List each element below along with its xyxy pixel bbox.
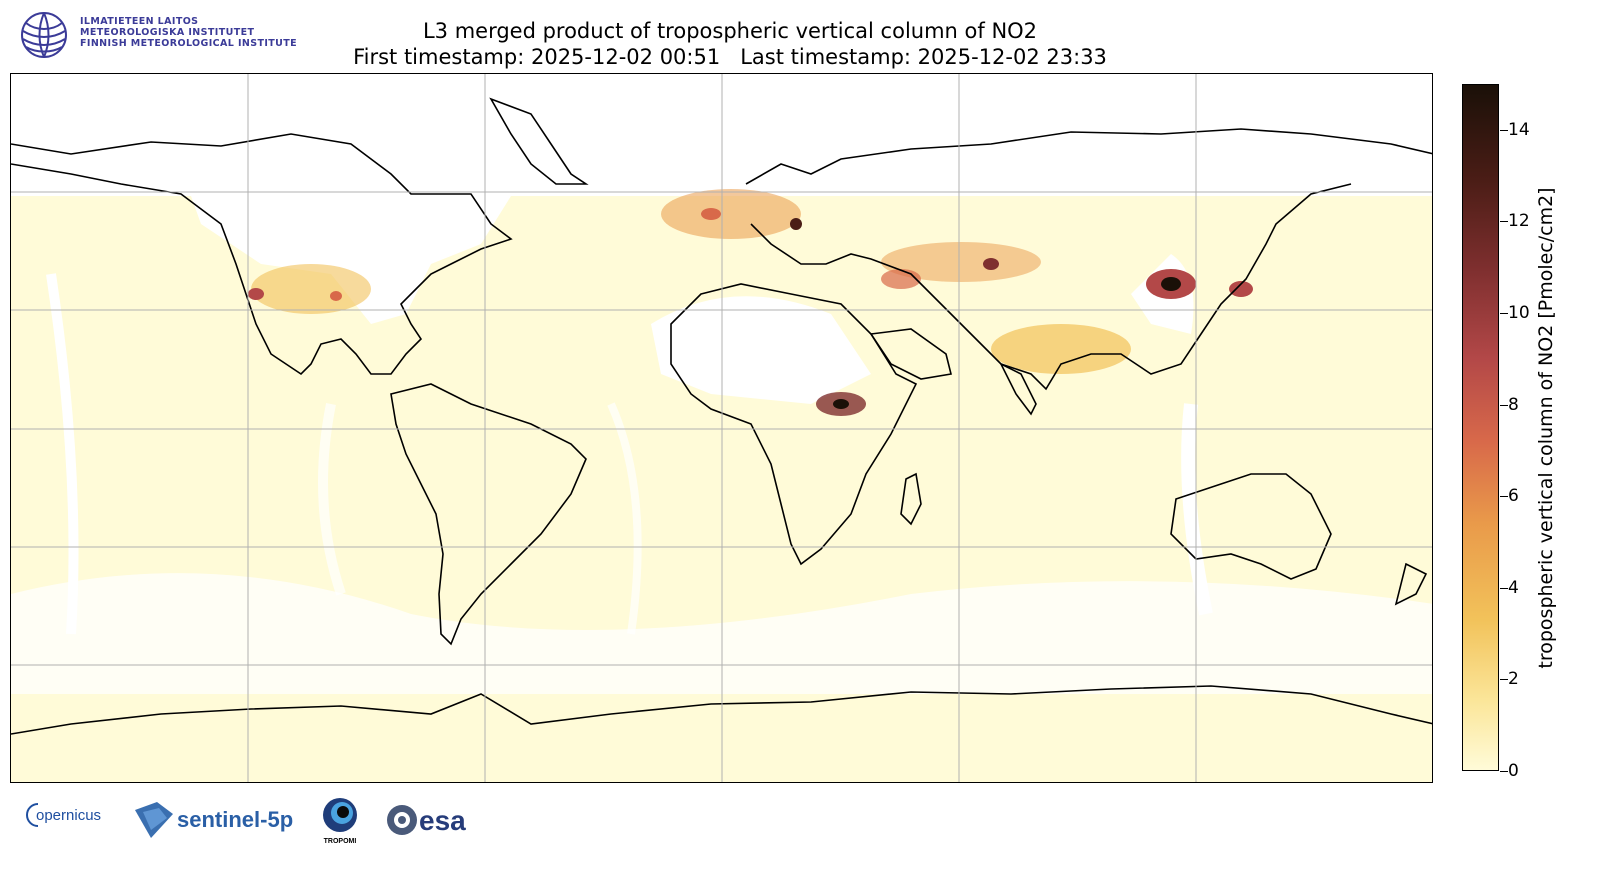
coastlines <box>11 97 1432 735</box>
colorbar-tick-label: 2 <box>1508 669 1519 690</box>
fmi-institute-name: ILMATIETEEN LAITOS METEOROLOGISKA INSTIT… <box>80 16 297 49</box>
colorbar-tick-label: 12 <box>1508 211 1530 232</box>
map-canvas <box>11 74 1432 782</box>
esa-logo: esa <box>386 800 481 852</box>
graticule <box>11 74 1432 782</box>
no2-hotspots <box>248 189 1253 416</box>
copernicus-text: opernicus <box>36 807 101 824</box>
fmi-globe-logo <box>21 12 67 58</box>
sentinel-5p-text: sentinel-5p <box>177 807 293 832</box>
colorbar-tick <box>1500 129 1508 131</box>
sentinel-5p-logo: sentinel-5p <box>133 800 303 852</box>
colorbar-tick <box>1500 679 1508 681</box>
satellite-icon <box>135 802 173 838</box>
colorbar-tick-label: 0 <box>1508 761 1519 781</box>
map-title: L3 merged product of tropospheric vertic… <box>422 19 1038 43</box>
map-subtitle: First timestamp: 2025-12-02 00:51 Last t… <box>353 45 1107 69</box>
colorbar-tick-label: 6 <box>1508 486 1519 507</box>
colorbar-tick <box>1500 221 1508 223</box>
fmi-line-3: FINNISH METEOROLOGICAL INSTITUTE <box>80 38 298 49</box>
tropomi-text: TROPOMI <box>324 838 357 845</box>
colorbar-tick-label: 14 <box>1508 119 1530 140</box>
fmi-line-1: ILMATIETEEN LAITOS <box>80 16 199 27</box>
colorbar-tick-label: 4 <box>1508 577 1519 598</box>
colorbar-tick-label: 8 <box>1508 394 1519 415</box>
tropomi-logo: TROPOMI <box>318 797 362 849</box>
colorbar-tick-label: 10 <box>1508 303 1530 323</box>
colorbar-label: tropospheric vertical column of NO2 [Pmo… <box>1535 187 1557 669</box>
colorbar-tick <box>1500 496 1508 498</box>
esa-text: esa <box>419 805 466 836</box>
colorbar-tick <box>1500 587 1508 589</box>
colorbar-tick <box>1500 313 1508 314</box>
no2-map <box>10 73 1433 783</box>
colorbar-tick <box>1500 404 1508 406</box>
colorbar <box>1462 84 1499 771</box>
fmi-line-2: METEOROLOGISKA INSTITUTET <box>80 27 255 38</box>
colorbar-tick <box>1500 771 1508 772</box>
copernicus-logo: opernicus <box>22 800 122 852</box>
